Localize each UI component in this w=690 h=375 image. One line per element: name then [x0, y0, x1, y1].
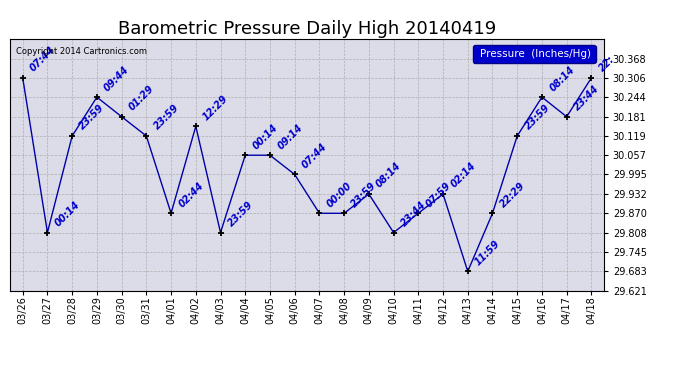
Text: 00:00: 00:00 — [325, 180, 354, 209]
Text: 08:14: 08:14 — [547, 64, 576, 93]
Text: 00:14: 00:14 — [250, 122, 279, 151]
Text: 02:14: 02:14 — [448, 161, 477, 190]
Text: 22:29: 22:29 — [498, 180, 527, 209]
Text: 02:44: 02:44 — [177, 180, 206, 209]
Text: 07:44: 07:44 — [300, 141, 329, 170]
Text: 01:29: 01:29 — [127, 84, 156, 112]
Text: 23:59: 23:59 — [78, 103, 107, 132]
Text: 23:59: 23:59 — [226, 200, 255, 228]
Title: Barometric Pressure Daily High 20140419: Barometric Pressure Daily High 20140419 — [118, 20, 496, 38]
Text: 08:14: 08:14 — [375, 161, 404, 190]
Text: 09:14: 09:14 — [275, 122, 304, 151]
Text: 09:44: 09:44 — [102, 64, 131, 93]
Text: 23:59: 23:59 — [523, 103, 552, 132]
Text: Copyright 2014 Cartronics.com: Copyright 2014 Cartronics.com — [17, 47, 147, 56]
Text: 23:44: 23:44 — [399, 200, 428, 228]
Text: 07:44: 07:44 — [28, 45, 57, 74]
Text: 00:14: 00:14 — [53, 200, 82, 228]
Legend: Pressure  (Inches/Hg): Pressure (Inches/Hg) — [473, 45, 595, 63]
Text: 23:59: 23:59 — [350, 180, 379, 209]
Text: 23:59: 23:59 — [152, 103, 181, 132]
Text: 23:44: 23:44 — [572, 84, 601, 112]
Text: 22:: 22: — [597, 54, 616, 74]
Text: 11:59: 11:59 — [473, 238, 502, 267]
Text: 12:29: 12:29 — [201, 93, 230, 122]
Text: 07:59: 07:59 — [424, 180, 453, 209]
